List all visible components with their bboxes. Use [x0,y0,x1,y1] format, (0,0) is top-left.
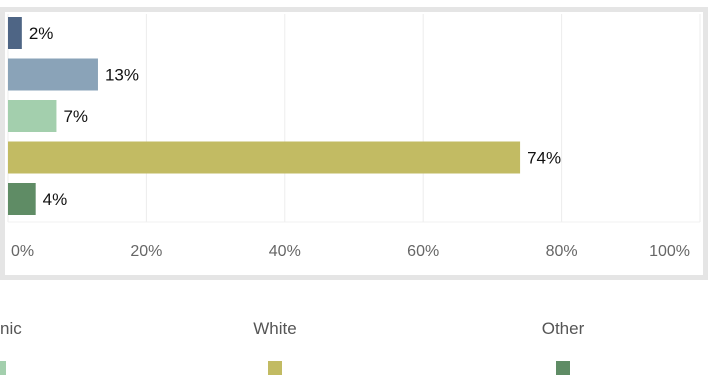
bars [8,17,521,215]
x-tick-label-80: 80% [546,243,578,260]
legend-swatch-3 [556,361,570,375]
bar-labels: 2% 13% 7% 74% 4% [29,24,561,209]
legend-label-3: Other [542,319,585,338]
bar-4-value-label: 74% [527,149,561,168]
x-tick-label-60: 60% [407,243,439,260]
bar-2 [8,58,98,91]
legend-label-2: White [253,319,296,338]
bar-5-value-label: 4% [43,190,68,209]
bar-3 [8,100,57,132]
x-tick-label-20: 20% [130,243,162,260]
legend-swatch-2 [268,361,282,375]
x-tick-label-100: 100% [649,243,690,260]
bar-1 [8,17,22,49]
bar-5 [8,183,36,215]
bar-2-value-label: 13% [105,66,139,85]
bar-3-value-label: 7% [63,107,88,126]
legend-swatch-1 [0,361,6,375]
bar-1-value-label: 2% [29,24,54,43]
x-tick-label-40: 40% [269,243,301,260]
x-tick-label-0: 0% [11,243,34,260]
legend: nic White Other [0,319,585,375]
x-tick-labels: 0% 20% 40% 60% 80% 100% [11,243,690,260]
legend-label-1: nic [0,319,22,338]
bar-4 [8,141,521,174]
